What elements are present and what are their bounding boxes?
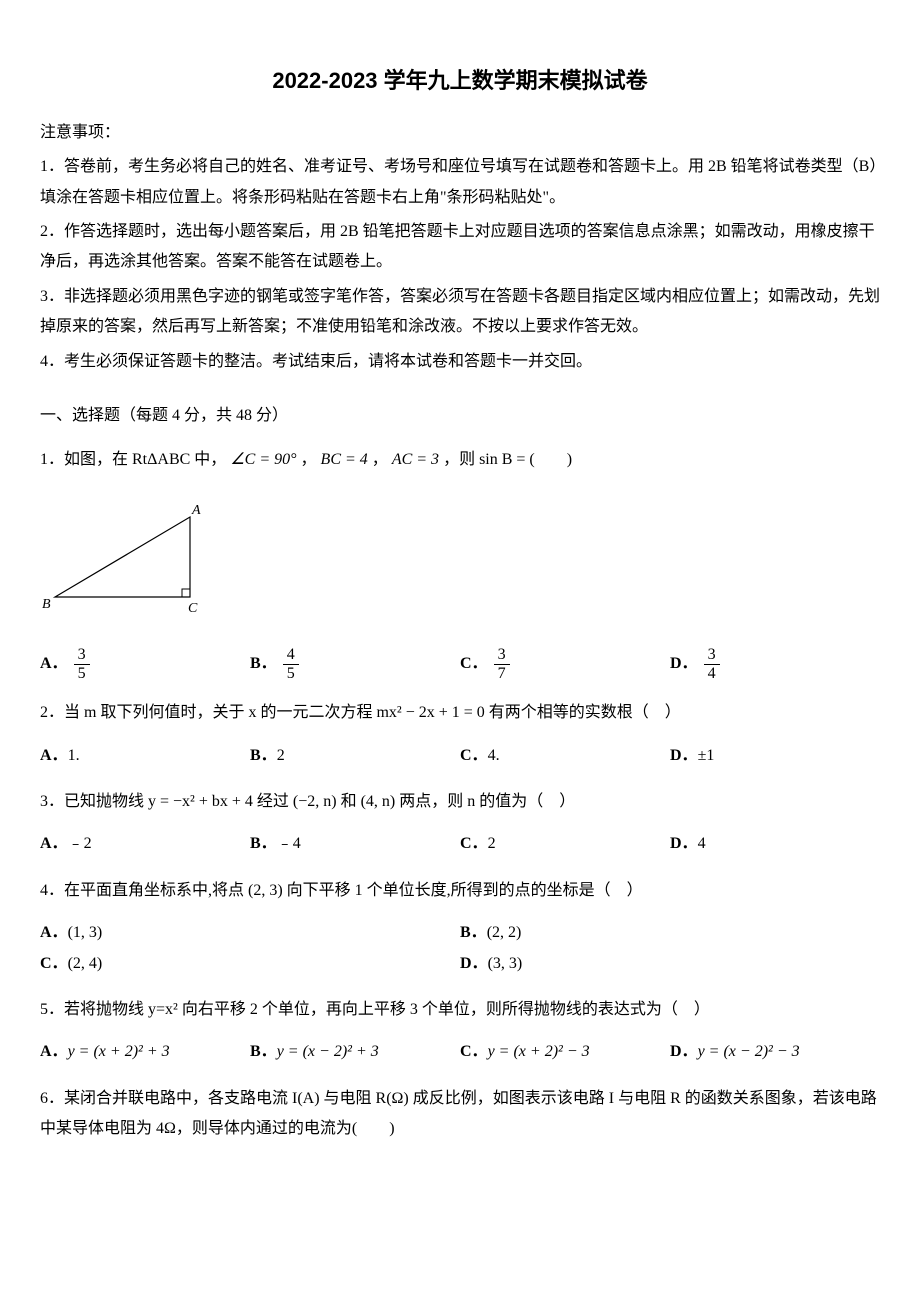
question-2: 2．当 m 取下列何值时，关于 x 的一元二次方程 mx² − 2x + 1 =… xyxy=(40,698,880,771)
question-1: 1．如图，在 RtΔABC 中， ∠C = 90° ， BC = 4 ， AC … xyxy=(40,445,880,682)
q5b-label: B． xyxy=(250,1043,277,1060)
question-1-text: 1．如图，在 RtΔABC 中， ∠C = 90° ， BC = 4 ， AC … xyxy=(40,445,880,475)
q5-option-d: D．y = (x − 2)² − 3 xyxy=(670,1037,880,1067)
question-4-text: 4．在平面直角坐标系中,将点 (2, 3) 向下平移 1 个单位长度,所得到的点… xyxy=(40,876,880,906)
q5c-val: y = (x + 2)² − 3 xyxy=(488,1043,590,1060)
q1d-num: 3 xyxy=(704,646,720,665)
instruction-3: 3．非选择题必须用黑色字迹的钢笔或签字笔作答，答案必须写在答题卡各题目指定区域内… xyxy=(40,282,880,343)
q1-option-b: B． 45 xyxy=(250,646,460,682)
q4b-label: B． xyxy=(460,924,487,941)
question-5-options: A．y = (x + 2)² + 3 B．y = (x − 2)² + 3 C．… xyxy=(40,1037,880,1067)
q5b-val: y = (x − 2)² + 3 xyxy=(277,1043,379,1060)
instruction-1: 1．答卷前，考生务必将自己的姓名、准考证号、考场号和座位号填写在试题卷和答题卡上… xyxy=(40,152,880,213)
q1-opt-b-label: B． xyxy=(250,655,277,672)
q3a-label: A． xyxy=(40,835,68,852)
q1-angle: ∠C = 90° xyxy=(230,451,296,468)
q2a-val: 1. xyxy=(68,747,80,764)
q3d-label: D． xyxy=(670,835,698,852)
question-3-options: A．﹣2 B．﹣4 C．2 D．4 xyxy=(40,829,880,859)
q1b-den: 5 xyxy=(283,665,299,683)
q2b-val: 2 xyxy=(277,747,285,764)
q5c-label: C． xyxy=(460,1043,488,1060)
q2-option-b: B．2 xyxy=(250,741,460,771)
q3b-label: B． xyxy=(250,835,277,852)
exam-title: 2022-2023 学年九上数学期末模拟试卷 xyxy=(40,60,880,102)
section-1-header: 一、选择题（每题 4 分，共 48 分） xyxy=(40,401,880,431)
q1c-den: 7 xyxy=(494,665,510,683)
question-3: 3．已知抛物线 y = −x² + bx + 4 经过 (−2, n) 和 (4… xyxy=(40,787,880,860)
question-3-text: 3．已知抛物线 y = −x² + bx + 4 经过 (−2, n) 和 (4… xyxy=(40,787,880,817)
q3-option-d: D．4 xyxy=(670,829,880,859)
q1-option-a: A． 35 xyxy=(40,646,250,682)
question-5: 5．若将抛物线 y=x² 向右平移 2 个单位，再向上平移 3 个单位，则所得抛… xyxy=(40,995,880,1068)
q3-option-c: C．2 xyxy=(460,829,670,859)
q5a-val: y = (x + 2)² + 3 xyxy=(68,1043,170,1060)
q2a-label: A． xyxy=(40,747,68,764)
q1-sep2: ， xyxy=(372,451,388,468)
q1-sep1: ， xyxy=(301,451,317,468)
q5-option-a: A．y = (x + 2)² + 3 xyxy=(40,1037,250,1067)
q4c-label: C． xyxy=(40,955,68,972)
q3b-val: ﹣4 xyxy=(277,835,301,852)
q4a-label: A． xyxy=(40,924,68,941)
q2d-val: ±1 xyxy=(698,747,715,764)
q4a-val: (1, 3) xyxy=(68,924,103,941)
q4-option-d: D．(3, 3) xyxy=(460,949,880,979)
q1c-num: 3 xyxy=(494,646,510,665)
q1-prefix: 1．如图，在 RtΔABC 中， xyxy=(40,451,226,468)
vertex-b-label: B xyxy=(42,597,51,612)
q2-option-c: C．4. xyxy=(460,741,670,771)
q1-option-d: D． 34 xyxy=(670,646,880,682)
q1-bc: BC = 4 xyxy=(321,451,368,468)
q1a-num: 3 xyxy=(74,646,90,665)
q3-option-b: B．﹣4 xyxy=(250,829,460,859)
q1-opt-a-label: A． xyxy=(40,655,68,672)
q4c-val: (2, 4) xyxy=(68,955,103,972)
question-6: 6．某闭合并联电路中，各支路电流 I(A) 与电阻 R(Ω) 成反比例，如图表示… xyxy=(40,1084,880,1145)
q4b-val: (2, 2) xyxy=(487,924,522,941)
q4d-label: D． xyxy=(460,955,488,972)
q2c-label: C． xyxy=(460,747,488,764)
q2c-val: 4. xyxy=(488,747,500,764)
q3c-label: C． xyxy=(460,835,488,852)
q1-suffix: ，则 sin B = ( ) xyxy=(443,451,572,468)
q5d-val: y = (x − 2)² − 3 xyxy=(698,1043,800,1060)
q1d-den: 4 xyxy=(704,665,720,683)
q3-option-a: A．﹣2 xyxy=(40,829,250,859)
q2-option-a: A．1. xyxy=(40,741,250,771)
vertex-a-label: A xyxy=(191,503,201,518)
question-6-text: 6．某闭合并联电路中，各支路电流 I(A) 与电阻 R(Ω) 成反比例，如图表示… xyxy=(40,1084,880,1145)
q1b-num: 4 xyxy=(283,646,299,665)
question-5-text: 5．若将抛物线 y=x² 向右平移 2 个单位，再向上平移 3 个单位，则所得抛… xyxy=(40,995,880,1025)
question-4-options: A．(1, 3) B．(2, 2) C．(2, 4) D．(3, 3) xyxy=(40,918,880,979)
q5d-label: D． xyxy=(670,1043,698,1060)
instruction-4: 4．考生必须保证答题卡的整洁。考试结束后，请将本试卷和答题卡一并交回。 xyxy=(40,347,880,377)
q5-option-b: B．y = (x − 2)² + 3 xyxy=(250,1037,460,1067)
q1-option-c: C． 37 xyxy=(460,646,670,682)
q1a-den: 5 xyxy=(74,665,90,683)
question-2-options: A．1. B．2 C．4. D．±1 xyxy=(40,741,880,771)
q5a-label: A． xyxy=(40,1043,68,1060)
q2b-label: B． xyxy=(250,747,277,764)
q5-option-c: C．y = (x + 2)² − 3 xyxy=(460,1037,670,1067)
q1-opt-d-label: D． xyxy=(670,655,698,672)
q1-opt-c-label: C． xyxy=(460,655,488,672)
q3c-val: 2 xyxy=(488,835,496,852)
question-1-options: A． 35 B． 45 C． 37 D． 34 xyxy=(40,646,880,682)
question-2-text: 2．当 m 取下列何值时，关于 x 的一元二次方程 mx² − 2x + 1 =… xyxy=(40,698,880,728)
triangle-figure: A B C xyxy=(40,502,220,617)
q4d-val: (3, 3) xyxy=(488,955,523,972)
vertex-c-label: C xyxy=(188,601,198,616)
question-4: 4．在平面直角坐标系中,将点 (2, 3) 向下平移 1 个单位长度,所得到的点… xyxy=(40,876,880,979)
q3d-val: 4 xyxy=(698,835,706,852)
q3a-val: ﹣2 xyxy=(68,835,92,852)
q4-option-c: C．(2, 4) xyxy=(40,949,460,979)
notice-heading: 注意事项： xyxy=(40,118,880,148)
instruction-2: 2．作答选择题时，选出每小题答案后，用 2B 铅笔把答题卡上对应题目选项的答案信… xyxy=(40,217,880,278)
q4-option-a: A．(1, 3) xyxy=(40,918,460,948)
q2d-label: D． xyxy=(670,747,698,764)
q1-ac: AC = 3 xyxy=(392,451,439,468)
q2-option-d: D．±1 xyxy=(670,741,880,771)
q4-option-b: B．(2, 2) xyxy=(460,918,880,948)
